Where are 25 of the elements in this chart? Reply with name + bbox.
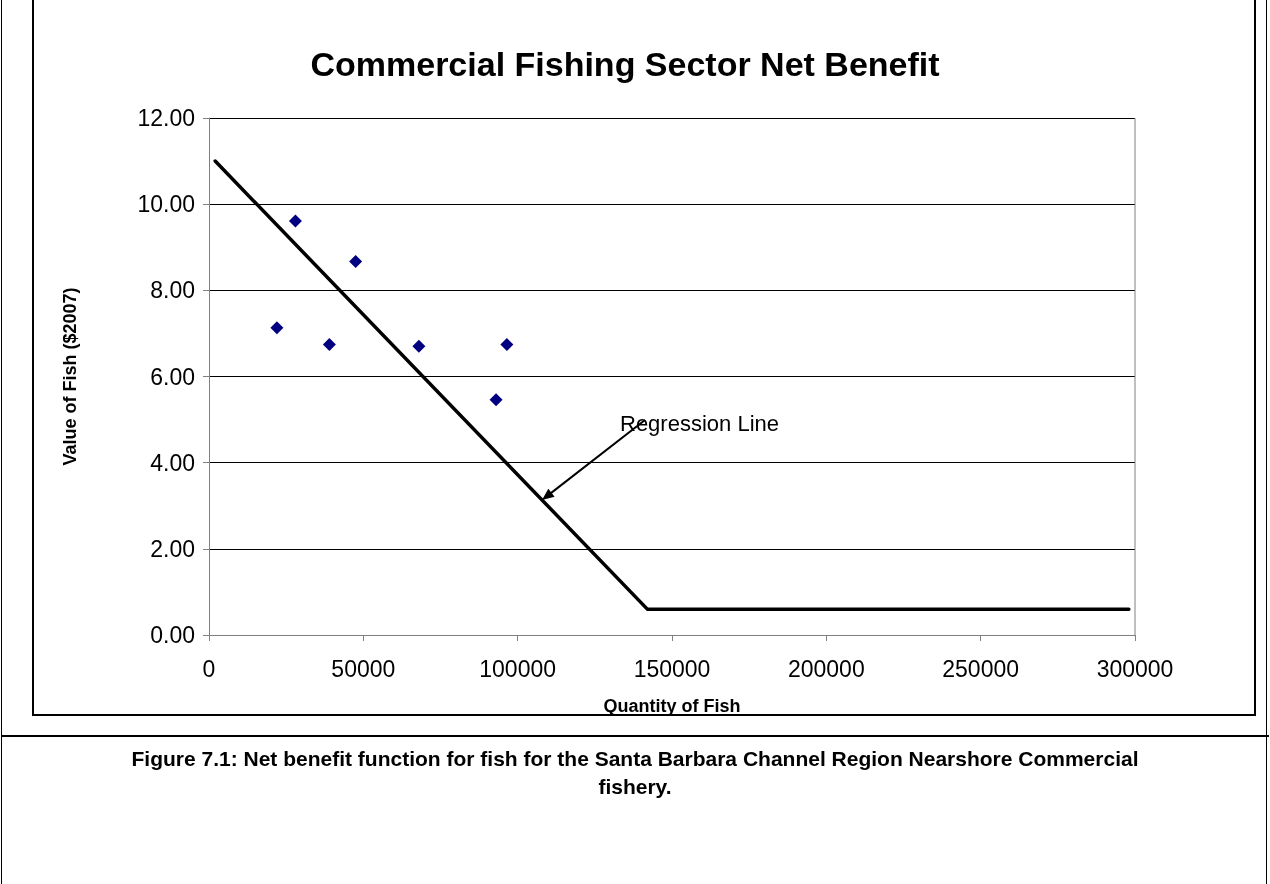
point xyxy=(270,321,284,335)
y-axis-title: Value of Fish ($2007) xyxy=(60,287,80,466)
point xyxy=(500,338,514,352)
caption: Figure 7.1: Net benefit function for fish for the Santa Barbara Channel Region Nearshore Commercial fishery. xyxy=(130,746,1140,800)
point xyxy=(489,393,503,407)
x-axis-title: Quantity of Fish xyxy=(603,696,741,716)
x-tick-label: 0 xyxy=(202,655,216,682)
y-tick-label: 12.00 xyxy=(137,105,195,131)
chart-title: Commercial Fishing Sector Net Benefit xyxy=(310,45,940,83)
x-tick-label: 100000 xyxy=(479,655,557,682)
point xyxy=(288,214,302,228)
point xyxy=(349,254,363,268)
x-tick-label: 200000 xyxy=(787,655,865,682)
y-tick-label: 4.00 xyxy=(150,449,195,476)
point xyxy=(412,339,426,353)
x-tick-label: 250000 xyxy=(942,655,1020,682)
y-tick-label: 8.00 xyxy=(150,277,195,304)
y-tick-label: 0.00 xyxy=(150,622,195,648)
x-tick-label: 300000 xyxy=(1096,655,1174,682)
y-tick-label: 10.00 xyxy=(137,191,195,218)
x-tick-label: 50000 xyxy=(331,655,396,682)
x-tick-label: 150000 xyxy=(633,655,711,682)
y-tick-label: 2.00 xyxy=(150,535,195,562)
y-tick-label: 6.00 xyxy=(150,363,195,390)
point xyxy=(322,338,336,352)
